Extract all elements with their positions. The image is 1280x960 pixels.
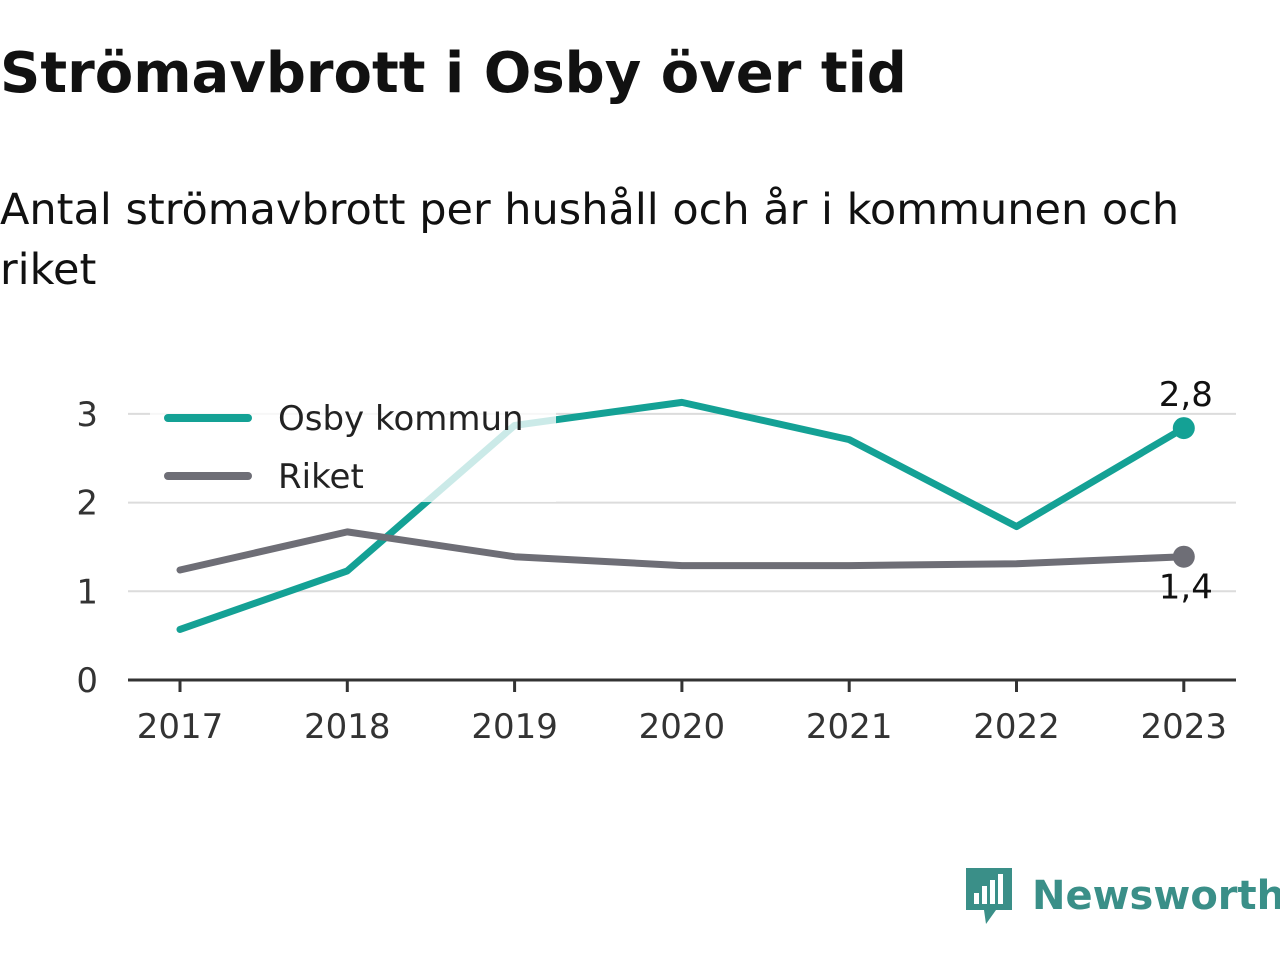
x-tick-label-2020: 2020 — [639, 707, 726, 747]
legend: Osby kommun Riket — [150, 386, 556, 502]
newsworthy-logo-icon — [966, 868, 1012, 924]
y-tick-label-0: 0 — [76, 661, 98, 701]
newsworthy-logo: Newsworthy — [964, 864, 1280, 928]
axes: 0 1 2 3 2017 2018 2019 2020 2021 2022 2023 — [76, 395, 1236, 747]
series-line-riket — [176, 528, 1188, 574]
newsworthy-logo-text: Newsworthy — [1032, 873, 1280, 919]
series-lines — [176, 398, 1188, 633]
y-tick-label-1: 1 — [76, 572, 98, 612]
end-point-riket — [1172, 545, 1195, 568]
chart-subtitle: Antal strömavbrott per hushåll och år i … — [0, 185, 1180, 295]
legend-label-riket: Riket — [278, 457, 364, 497]
y-tick-label-3: 3 — [76, 395, 98, 435]
legend-background — [150, 386, 556, 502]
y-tick-label-2: 2 — [76, 484, 98, 524]
end-label-riket: 1,4 — [1159, 568, 1213, 608]
end-label-osby-kommun: 2,8 — [1159, 375, 1213, 415]
end-points: 2,8 1,4 — [1159, 375, 1213, 608]
x-tick-label-2019: 2019 — [471, 707, 558, 747]
legend-label-osby-kommun: Osby kommun — [278, 399, 524, 439]
end-point-osby-kommun — [1172, 417, 1195, 440]
series-line-osby-kommun — [176, 398, 1188, 633]
x-tick-label-2023: 2023 — [1141, 707, 1228, 747]
x-tick-label-2017: 2017 — [137, 707, 224, 747]
x-tick-label-2022: 2022 — [973, 707, 1060, 747]
x-tick-label-2021: 2021 — [806, 707, 893, 747]
chart-title: Strömavbrott i Osby över tid — [0, 41, 907, 106]
x-tick-label-2018: 2018 — [304, 707, 391, 747]
